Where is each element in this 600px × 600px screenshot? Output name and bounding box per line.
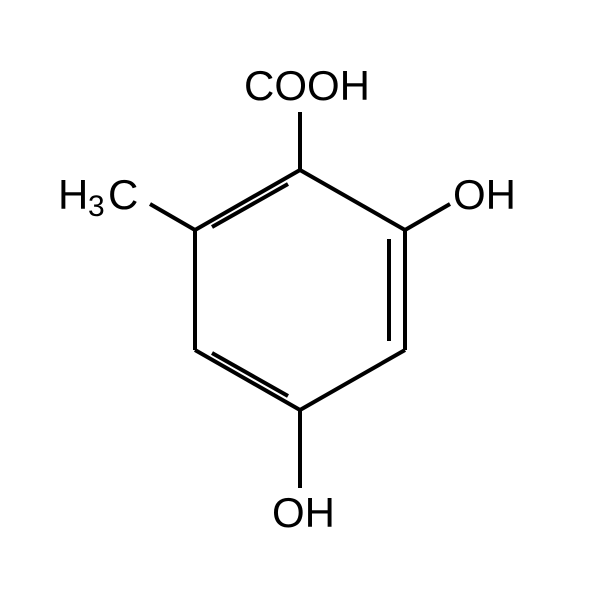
label-h3c-c: C [108, 171, 138, 218]
label-cooh: COOH [244, 62, 370, 109]
bond-c1-c2 [300, 170, 405, 230]
label-h3c-h: H [58, 171, 88, 218]
benzene-ring [195, 170, 405, 410]
bond-c4-c5 [195, 350, 300, 410]
double-bond-c4-c5 [212, 353, 288, 396]
label-h3c-3: 3 [88, 190, 105, 223]
molecule-diagram: COOH OH OH H 3 C [0, 0, 600, 600]
double-bond-c6-c1 [212, 184, 288, 227]
bond-c3-c4 [300, 350, 405, 410]
label-oh-bottom: OH [272, 489, 335, 536]
label-oh-top: OH [453, 171, 516, 218]
bond-c2-oh [405, 204, 450, 230]
bond-c6-c1 [195, 170, 300, 230]
bond-c6-ch3 [150, 204, 195, 230]
